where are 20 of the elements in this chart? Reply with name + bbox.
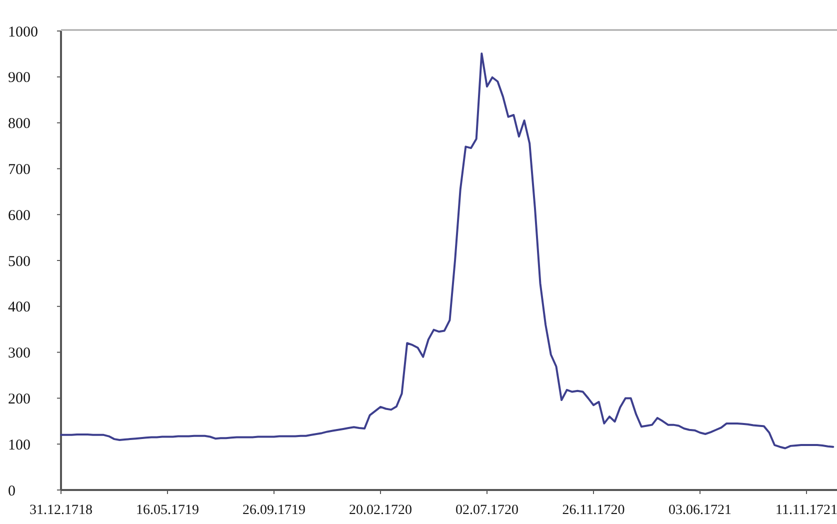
y-tick-label: 100: [8, 437, 30, 454]
x-tick-label: 20.02.1720: [349, 503, 412, 518]
x-tick-label: 26.09.1719: [242, 503, 306, 518]
y-tick-label: 500: [8, 254, 30, 270]
x-tick-label: 02.07.1720: [456, 503, 518, 518]
y-tick-label: 700: [8, 162, 30, 178]
y-tick-label: 400: [8, 300, 30, 316]
y-tick-label: 900: [8, 70, 30, 86]
x-tick-label: 03.06.1721: [668, 503, 732, 518]
y-tick-label: 200: [8, 391, 30, 408]
x-tick-label: 31.12.1718: [30, 503, 92, 518]
y-tick-label: 1000: [8, 24, 38, 40]
x-tick-label: 11.11.1721: [776, 503, 837, 518]
line-series: [60, 52, 834, 450]
y-tick-label: 0: [8, 483, 16, 500]
x-tick-label: 26.11.1720: [562, 503, 625, 518]
y-tick-label: 800: [8, 116, 30, 132]
y-tick-label: 300: [8, 346, 30, 362]
x-tick-label: 16.05.1719: [136, 503, 199, 518]
y-tick-label: 600: [8, 208, 30, 224]
